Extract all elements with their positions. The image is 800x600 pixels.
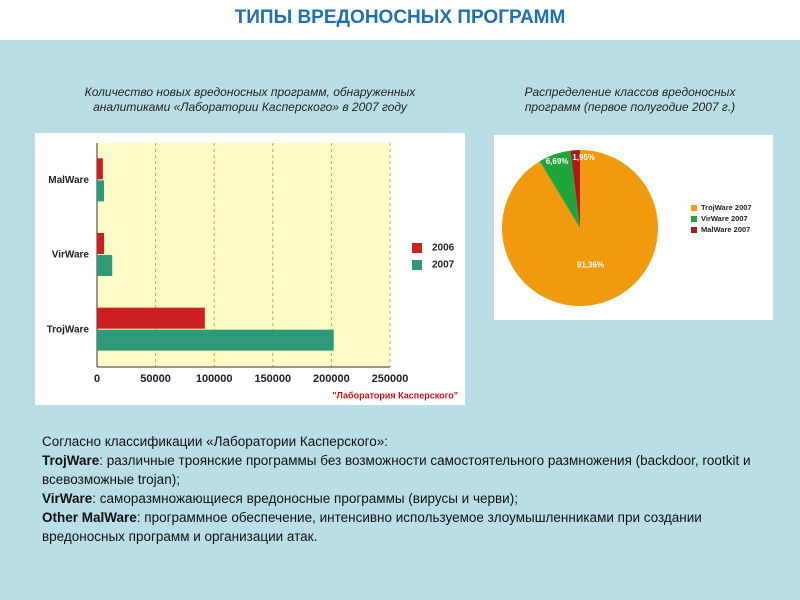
value-label: 1,95% xyxy=(572,153,595,162)
pie-slice xyxy=(539,150,580,228)
term-description: : программное обеспечение, интенсивно ис… xyxy=(42,510,702,544)
definition: VirWare: саморазмножающиеся вредоносные … xyxy=(42,489,762,508)
definition: Other MalWare: программное обеспечение, … xyxy=(42,508,762,546)
pie-slice xyxy=(570,150,580,228)
legend-swatch xyxy=(691,205,697,211)
intro: Согласно классификации «Лаборатории Касп… xyxy=(42,434,389,449)
bar-chart-title: Количество новых вредоносных программ, о… xyxy=(84,85,416,114)
bar xyxy=(97,255,113,276)
y-tick-label: VirWare xyxy=(52,250,90,261)
bar xyxy=(97,180,105,202)
legend-swatch xyxy=(691,227,697,233)
y-tick-label: MalWare xyxy=(48,175,89,186)
legend-label: 2007 xyxy=(432,260,455,271)
bar xyxy=(97,158,103,180)
legend-label: VirWare 2007 xyxy=(701,214,748,223)
term: Other MalWare xyxy=(42,510,137,525)
legend-label: TrojWare 2007 xyxy=(701,203,752,212)
bar xyxy=(97,233,105,254)
description: Согласно классификации «Лаборатории Касп… xyxy=(42,432,762,546)
legend-swatch xyxy=(412,243,422,253)
x-tick-label: 0 xyxy=(94,373,100,385)
definition: TrojWare: различные троянские программы … xyxy=(42,451,762,489)
bar xyxy=(97,329,334,351)
term-description: : различные троянские программы без возм… xyxy=(42,453,751,487)
y-tick-label: TrojWare xyxy=(47,324,90,335)
legend-label: 2006 xyxy=(432,243,455,254)
value-label: 6,69% xyxy=(546,157,569,166)
x-tick-label: 50000 xyxy=(140,373,171,385)
bar xyxy=(97,307,205,329)
term: TrojWare xyxy=(42,453,100,468)
x-tick-label: 100000 xyxy=(196,373,233,385)
legend-label: MalWare 2007 xyxy=(701,225,750,234)
term-description: : саморазмножающиеся вредоносные програм… xyxy=(92,491,518,506)
value-label: 91,36% xyxy=(577,261,604,270)
annotation: "Лаборатория Касперского" xyxy=(332,390,458,400)
legend-swatch xyxy=(412,260,422,270)
legend-swatch xyxy=(691,216,697,222)
term: VirWare xyxy=(42,491,93,506)
x-tick-label: 250000 xyxy=(372,373,409,385)
header: ТИПЫ ВРЕДОНОСНЫХ ПРОГРАММ xyxy=(0,0,800,40)
x-tick-label: 150000 xyxy=(254,373,291,385)
x-tick-label: 200000 xyxy=(313,373,350,385)
slide-title: ТИПЫ ВРЕДОНОСНЫХ ПРОГРАММ xyxy=(234,7,566,28)
pie-chart-title: Распределение классов вредоносных програ… xyxy=(524,85,736,114)
